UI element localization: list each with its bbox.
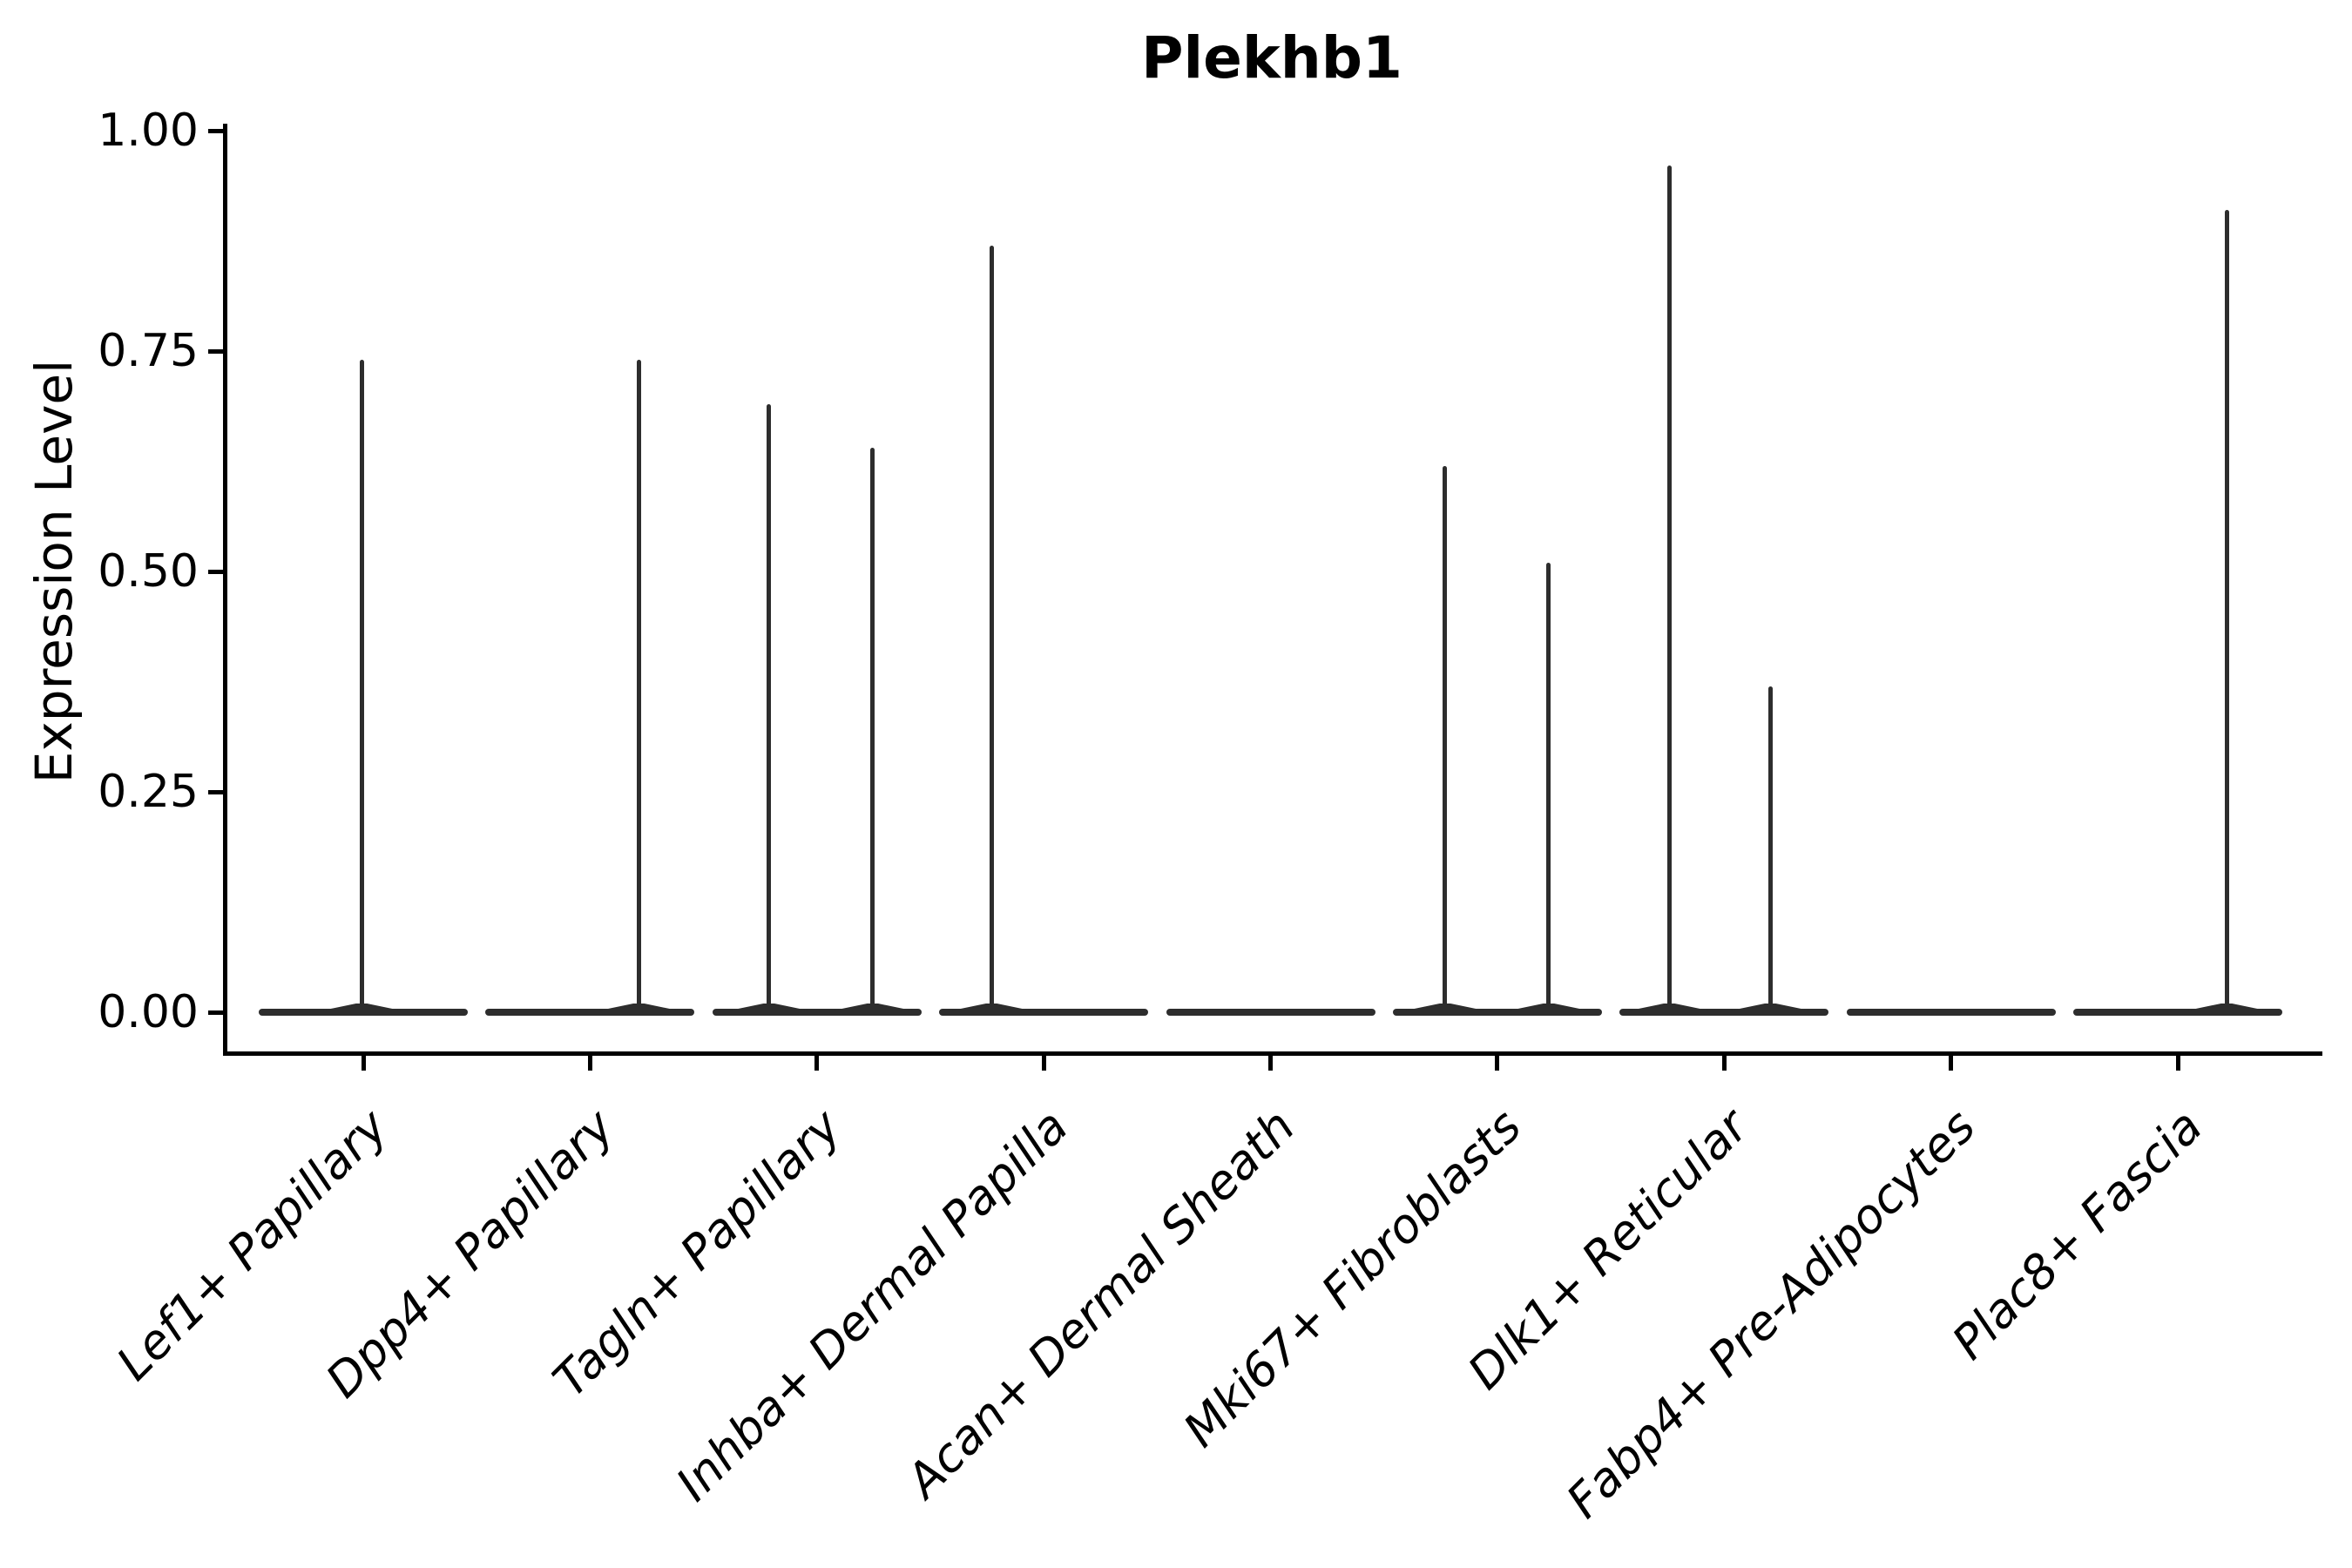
y-tick-label: 0.50: [98, 545, 199, 598]
y-tick-label: 0.75: [98, 325, 199, 377]
x-tick-mark: [2175, 1055, 2180, 1071]
x-tick-label: Fabp4+ Pre-Adipocytes: [1556, 1098, 1986, 1529]
y-axis-line: [222, 124, 227, 1056]
y-tick-mark: [207, 789, 223, 794]
x-tick-mark: [1949, 1055, 1954, 1071]
violin-spike: [989, 245, 994, 1014]
x-tick-mark: [361, 1055, 366, 1071]
violin-spike: [359, 360, 364, 1014]
violin-spike: [767, 403, 772, 1014]
chart-title: Plekhb1: [1141, 24, 1402, 91]
violin-body: [712, 1009, 922, 1016]
violin-spike: [1767, 686, 1773, 1014]
violin-spike: [2224, 210, 2229, 1014]
y-tick-label: 0.00: [98, 986, 199, 1038]
violin-body: [1392, 1009, 1602, 1016]
x-tick-mark: [1041, 1055, 1046, 1071]
y-tick-label: 1.00: [98, 105, 199, 157]
x-tick-mark: [587, 1055, 592, 1071]
violin-spike: [636, 360, 641, 1014]
y-tick-mark: [207, 128, 223, 133]
violin-body: [485, 1009, 695, 1016]
x-axis-line: [222, 1051, 2322, 1056]
violin-body: [939, 1009, 1149, 1016]
violin-spike: [1666, 166, 1672, 1014]
y-tick-mark: [207, 348, 223, 354]
x-tick-label: Acan+ Dermal Sheath: [896, 1098, 1306, 1509]
violin-spike: [1546, 562, 1551, 1014]
x-tick-mark: [814, 1055, 820, 1071]
violin-body: [2073, 1009, 2282, 1016]
violin-body: [1166, 1009, 1375, 1016]
y-tick-mark: [207, 569, 223, 574]
x-tick-label: Inhba+ Dermal Papilla: [666, 1098, 1079, 1512]
violin-body: [1619, 1009, 1829, 1016]
violin-spike: [870, 448, 875, 1014]
x-tick-mark: [1268, 1055, 1273, 1071]
y-tick-mark: [207, 1010, 223, 1015]
x-tick-label: Plac8+ Fascia: [1941, 1098, 2213, 1370]
y-tick-label: 0.25: [98, 766, 199, 818]
violin-spike: [1443, 465, 1448, 1014]
violin-body: [1846, 1009, 2056, 1016]
x-tick-mark: [1495, 1055, 1500, 1071]
x-tick-mark: [1721, 1055, 1727, 1071]
